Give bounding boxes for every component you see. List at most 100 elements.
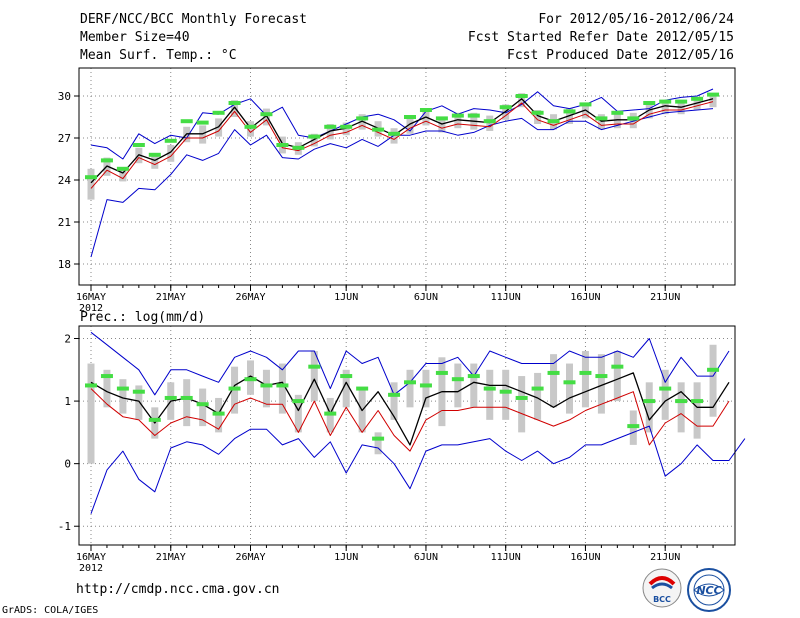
prec-spread-box [135, 385, 143, 420]
prec-spread-box [342, 369, 350, 408]
prec-observation-mark [244, 377, 257, 382]
prec-ensemble-mean-line [90, 372, 730, 446]
temp-observation-mark [563, 109, 576, 114]
prec-observation-mark [116, 386, 129, 391]
prec-observation-mark [196, 402, 209, 407]
prec-observation-mark [707, 367, 720, 372]
temp-observation-mark [276, 143, 289, 147]
prec-spread-box [103, 369, 111, 408]
prec-observation-mark [579, 370, 592, 375]
prec-spread-box [518, 376, 526, 433]
temp-spread-box [709, 93, 717, 108]
ncc-logo: NCC [687, 568, 731, 612]
temp-observation-mark [531, 110, 544, 115]
temp-observation-mark [419, 108, 432, 112]
temp-plot-frame [78, 67, 736, 286]
prec-spread-box [677, 382, 685, 433]
temp-observation-mark [547, 119, 560, 124]
temp-observation-mark [675, 99, 688, 104]
prec-observation-mark [611, 364, 624, 369]
prec-observation-mark [643, 399, 656, 404]
temp-spread-box [262, 108, 270, 126]
temp-observation-mark [404, 115, 416, 119]
prec-spread-box [661, 369, 669, 420]
temp-observation-mark [196, 120, 209, 125]
prec-spread-box [502, 369, 510, 420]
prec-spread-box [310, 351, 318, 402]
bcc-logo: BCC [642, 568, 682, 608]
temp-observation-mark [372, 127, 385, 132]
temp-spread-box [454, 112, 462, 129]
prec-spread-box [262, 369, 270, 408]
temp-xtick-label: 21JUN [650, 292, 680, 303]
prec-observation-mark [451, 377, 464, 382]
temp-spread-box [199, 125, 207, 144]
prec-observation-mark [483, 386, 496, 391]
temp-spread-box [390, 128, 398, 144]
temp-observation-mark [324, 124, 337, 129]
member-size: Member Size=40 [80, 30, 190, 45]
prec-xyear-label: 2012 [79, 563, 103, 574]
temp-spread-box [119, 167, 127, 182]
prec-observation-mark [563, 380, 576, 385]
temp-observation-mark [627, 116, 640, 121]
prec-ytick-label: -1 [58, 520, 71, 533]
temp-observation-mark [707, 92, 720, 97]
temp-spread-box [231, 100, 239, 117]
prec-xtick-label: 11JUN [491, 552, 521, 563]
chart-title: DERF/NCC/BCC Monthly Forecast [80, 12, 307, 27]
prec-observation-mark [531, 386, 544, 391]
prec-observation-mark [435, 370, 448, 375]
prec-spread-box [87, 363, 95, 464]
prec-observation-mark [292, 399, 305, 404]
temp-xtick-label: 16JUN [570, 292, 600, 303]
forecast-period: For 2012/05/16-2012/06/24 [538, 12, 734, 27]
temp-spread-box [247, 121, 254, 137]
prec-spread-box [199, 388, 207, 427]
temp-observation-mark [212, 110, 225, 115]
prec-spread-box [278, 363, 286, 414]
prec-spread-box [374, 432, 382, 455]
temp-spread-box [342, 122, 350, 136]
prec-spread-box [534, 372, 542, 420]
temp-ytick-label: 18 [58, 258, 71, 271]
bcc-logo-text: BCC [653, 595, 671, 604]
prec-spread-box [390, 382, 398, 420]
temp-spread-box [677, 101, 685, 115]
temp-ensemble-mean-line [90, 98, 714, 184]
temp-observation-mark [467, 113, 480, 118]
prec-observation-mark [356, 386, 369, 391]
prec-xtick-label: 26MAY [235, 552, 265, 563]
temp-spread-box [629, 112, 637, 129]
temp-observation-mark [451, 113, 464, 118]
temp-observation-mark [691, 96, 704, 101]
source-url[interactable]: http://cmdp.ncc.cma.gov.cn [76, 582, 280, 597]
temp-observation-mark [116, 166, 129, 171]
prec-spread-box [422, 369, 430, 408]
prec-spread-box [566, 363, 573, 414]
temp-observation-mark [340, 124, 353, 129]
temp-observation-mark [132, 143, 145, 147]
prec-spread-box [470, 363, 478, 408]
prec-spread-box [709, 344, 717, 417]
prec-spread-box [454, 363, 462, 408]
prec-observation-mark [675, 399, 688, 404]
temp-observation-mark [180, 119, 193, 124]
temp-spread-box [613, 112, 621, 129]
temp-ytick-label: 30 [58, 90, 71, 103]
prec-observation-mark [132, 389, 145, 394]
temp-observation-mark [292, 145, 305, 150]
temp-xyear-label: 2012 [79, 303, 103, 314]
prec-xtick-label: 21JUN [650, 552, 680, 563]
prec-observation-mark [595, 374, 608, 379]
prec-observation-mark [85, 383, 97, 388]
temp-observation-mark [483, 119, 496, 124]
temp-spread-box [661, 100, 669, 115]
prec-spread-box [294, 394, 302, 433]
temp-observation-mark [435, 116, 448, 121]
temp-observation-mark [100, 158, 113, 163]
temp-xtick-label: 11JUN [491, 292, 521, 303]
prec-spread-box [597, 354, 605, 414]
prec-spread-box [613, 351, 621, 402]
